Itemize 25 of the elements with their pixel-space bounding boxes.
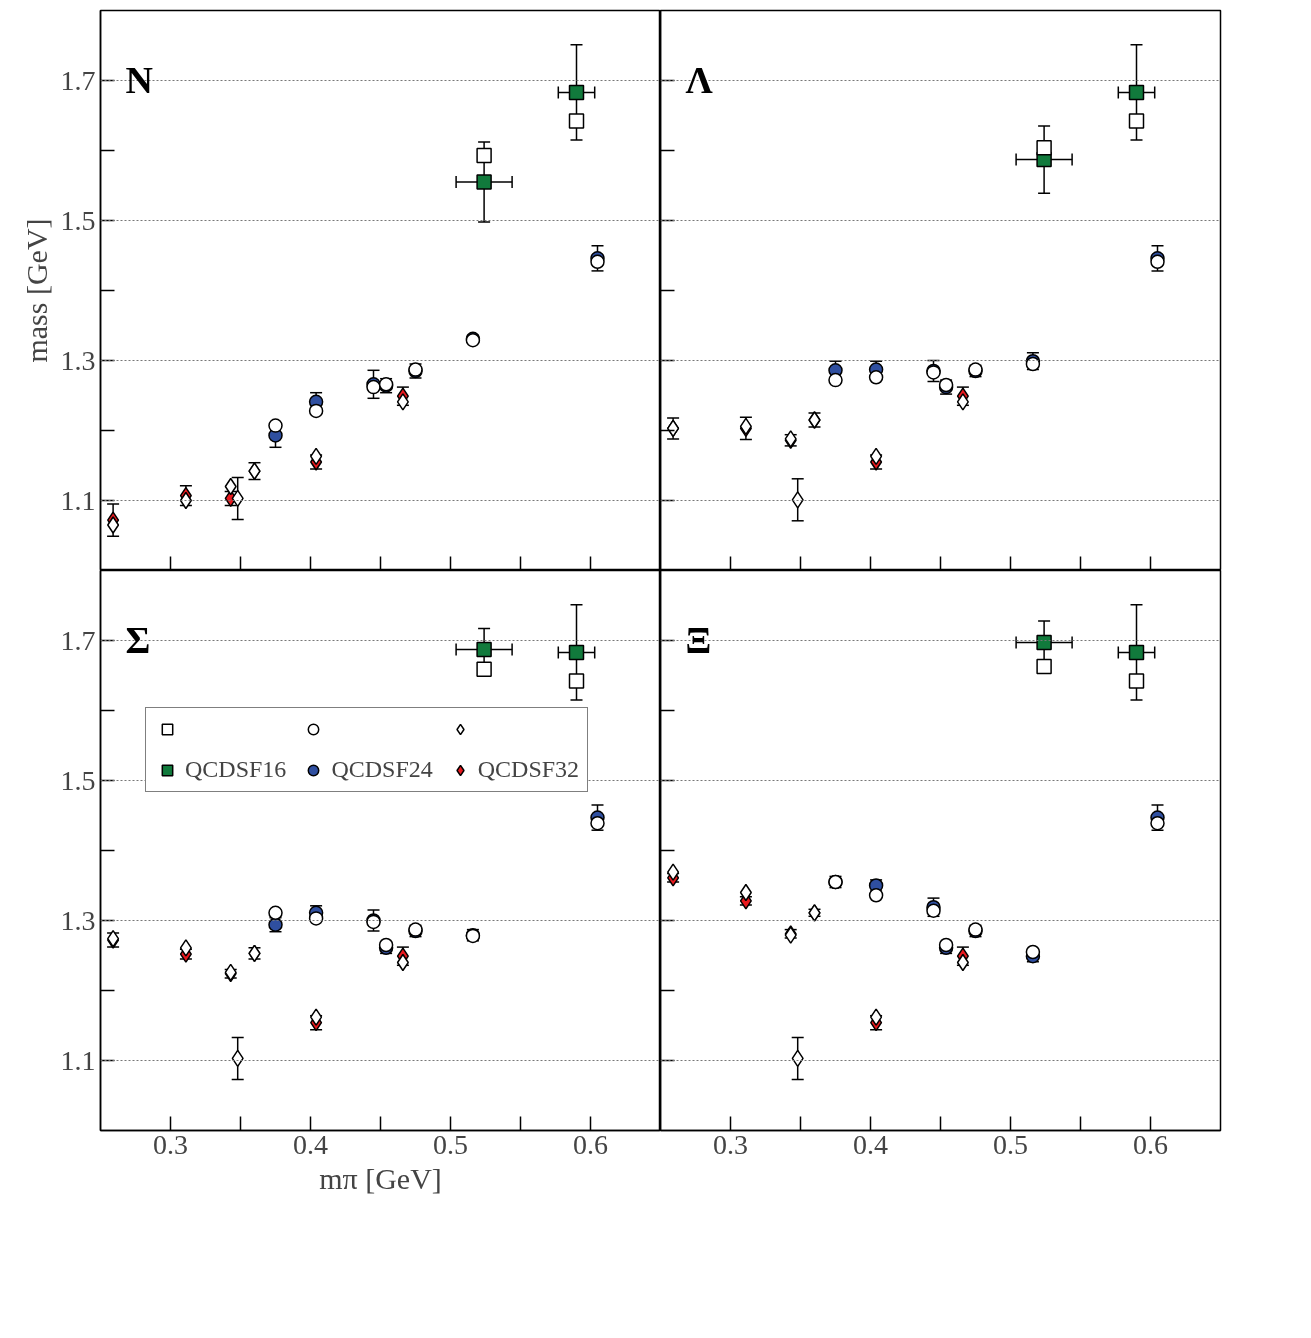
text: Λ <box>685 58 714 101</box>
y-tick-label: 1.7 <box>60 64 96 96</box>
text: Ξ <box>685 618 712 661</box>
y-tick-label: 1.3 <box>60 344 96 376</box>
y-tick-label: 1.1 <box>60 1044 96 1076</box>
x-axis-title: mπ [GeV] <box>319 1161 442 1195</box>
x-tick-label: 0.5 <box>993 1128 1028 1160</box>
legend-label: QCDSF16 <box>185 756 287 783</box>
x-tick-label: 0.3 <box>713 1128 748 1160</box>
y-tick-label: 1.5 <box>60 764 96 796</box>
x-tick-label: 0.5 <box>433 1128 468 1160</box>
x-tick-label: 0.3 <box>153 1128 188 1160</box>
y-tick-label: 1.1 <box>60 484 96 516</box>
legend-label: QCDSF24 <box>331 756 433 783</box>
y-tick-label: 1.7 <box>60 624 96 656</box>
y-axis-title: mass [GeV] <box>19 218 53 363</box>
text: Σ <box>125 618 151 661</box>
y-tick-label: 1.5 <box>60 204 96 236</box>
x-tick-label: 0.4 <box>293 1128 328 1160</box>
x-tick-label: 0.6 <box>573 1128 608 1160</box>
legend-label: QCDSF32 <box>477 756 580 783</box>
x-tick-label: 0.6 <box>1133 1128 1168 1160</box>
y-tick-label: 1.3 <box>60 904 96 936</box>
text: N <box>125 58 153 101</box>
x-tick-label: 0.4 <box>853 1128 888 1160</box>
